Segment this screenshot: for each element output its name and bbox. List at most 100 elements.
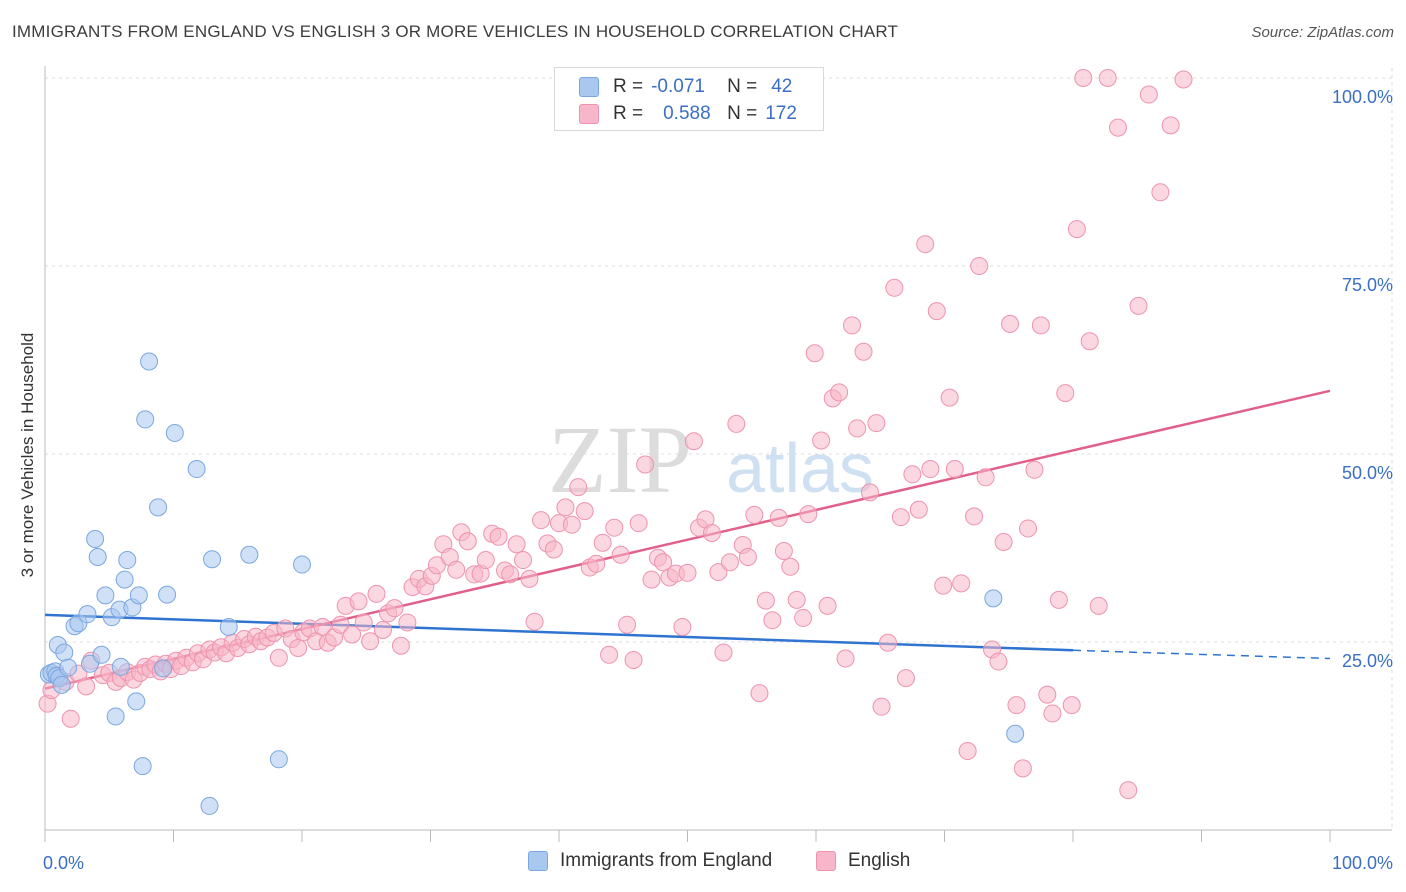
legend-row-england: R = -0.071 N = 42 [579,75,792,99]
point-england [127,692,146,711]
point-english [763,611,782,630]
point-english [1062,696,1081,715]
point-england [88,548,107,567]
x-tick-label: 0.0% [43,853,84,873]
point-england [1006,724,1025,743]
chart-title: IMMIGRANTS FROM ENGLAND VS ENGLISH 3 OR … [12,22,899,41]
legend-top: R = -0.071 N = 42 R = 0.588 N = 172 [554,67,824,131]
point-england [55,643,74,662]
point-english [600,645,619,664]
point-english [1038,685,1057,704]
point-english [684,432,703,451]
point-english [965,507,984,526]
point-english [1174,70,1193,89]
point-english [361,632,380,651]
point-england [111,657,130,676]
point-english [750,684,769,703]
point-english [952,574,971,593]
point-english [891,508,910,527]
legend-n-value: 42 [771,76,793,97]
legend-swatch-england [528,851,548,871]
point-english [331,615,350,634]
point-england [187,460,206,479]
trend-line-england [44,613,1074,652]
legend-r-value: -0.071 [651,76,705,97]
point-english [618,615,637,634]
point-english [970,257,989,275]
point-england [200,796,219,815]
point-english [727,414,746,433]
y-tick-label: 25.0% [1342,651,1393,671]
point-english [940,388,959,407]
point-english [769,508,788,527]
point-english [989,652,1008,671]
y-tick-label: 50.0% [1342,463,1393,483]
trend-line-england-dashed [1072,649,1331,660]
point-english [1161,116,1180,135]
point-english [1089,596,1108,615]
point-english [629,514,648,533]
point-england [86,529,105,548]
point-english [642,570,661,589]
point-english [787,590,806,609]
point-english [903,465,922,484]
tick-labels: 25.0% 50.0% 75.0% 100.0% 0.0% 100.0% [43,87,1393,873]
point-england [78,605,97,624]
point-english [812,431,831,450]
point-english [501,565,520,584]
point-england [293,555,311,574]
point-english [458,532,477,551]
point-english [818,596,837,615]
point-england [129,586,148,605]
point-english [349,592,368,611]
point-english [556,498,575,517]
point-england [240,545,259,564]
point-english [373,620,392,639]
point-english [1129,296,1148,315]
point-english [636,455,655,474]
point-english [1031,316,1050,335]
point-england [269,750,288,769]
point-england [158,585,177,604]
point-english [398,613,417,632]
point-english [520,569,539,588]
point-english [624,651,643,670]
point-english [896,669,915,688]
point-english [1056,384,1075,403]
point-english [1019,519,1038,538]
watermark: ZIP atlas [548,406,874,513]
point-english [1001,314,1020,333]
point-english [756,591,775,610]
point-english [1049,590,1068,609]
point-english [1007,696,1026,715]
point-england [106,707,125,726]
point-english [738,548,757,567]
legend-n-value: 172 [765,103,797,124]
point-england [136,410,155,429]
point-english [842,316,861,335]
point-english [1108,118,1127,137]
point-england [219,617,238,636]
point-english [593,533,612,552]
point-english [447,560,466,579]
point-english [489,527,508,546]
legend-item-english: English [816,850,910,872]
point-english [1080,332,1099,351]
point-english [714,643,733,662]
point-english [289,639,308,658]
point-england [96,586,115,605]
point-english [575,502,594,521]
point-english [878,633,897,652]
legend-n-label: N = [727,103,758,124]
point-english [367,584,386,603]
legend-r-value: 0.588 [663,103,711,124]
point-england [118,551,137,570]
point-english [678,563,697,582]
point-english [830,383,849,402]
point-english [562,515,581,534]
point-england [115,570,134,589]
point-english [781,557,800,576]
point-english [885,278,904,297]
point-english [1067,220,1086,239]
